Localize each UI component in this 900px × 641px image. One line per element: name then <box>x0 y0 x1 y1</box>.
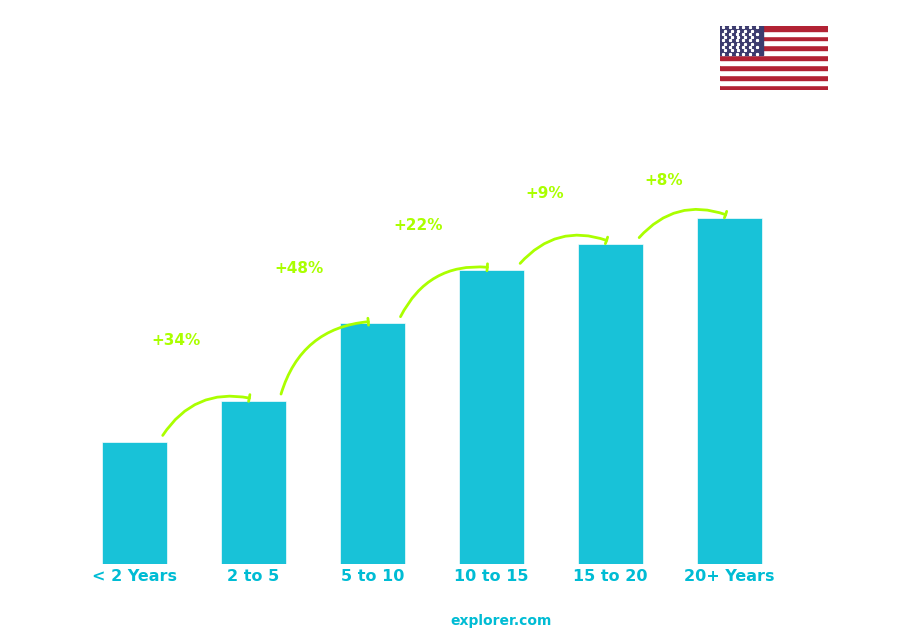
Text: +34%: +34% <box>151 333 201 347</box>
Bar <box>459 270 524 564</box>
Text: 75,900 USD: 75,900 USD <box>232 381 302 394</box>
Bar <box>720 35 828 40</box>
Text: explorer.com: explorer.com <box>450 614 552 628</box>
Bar <box>720 65 828 70</box>
Bar <box>720 75 828 80</box>
Bar <box>720 31 828 35</box>
Text: Average Yearly Salary: Average Yearly Salary <box>854 292 865 413</box>
Text: Salary Comparison By Experience: Salary Comparison By Experience <box>45 32 621 61</box>
Text: 56,800 USD: 56,800 USD <box>113 422 183 435</box>
Bar <box>720 80 828 85</box>
Text: Quality Assurance Administrator: Quality Assurance Administrator <box>45 74 338 92</box>
Bar <box>340 324 405 564</box>
Text: +9%: +9% <box>526 186 564 201</box>
Bar <box>578 244 644 564</box>
Text: +22%: +22% <box>393 218 443 233</box>
Bar <box>720 85 828 90</box>
Text: 137,000 USD: 137,000 USD <box>468 249 544 262</box>
Bar <box>720 46 828 50</box>
Text: 149,000 USD: 149,000 USD <box>590 224 666 237</box>
Bar <box>102 442 167 564</box>
Text: 161,000 USD: 161,000 USD <box>708 197 786 211</box>
Bar <box>720 26 828 31</box>
Text: 112,000 USD: 112,000 USD <box>348 303 426 316</box>
Text: salary: salary <box>408 614 450 628</box>
Bar <box>720 60 828 65</box>
Text: +48%: +48% <box>274 262 323 276</box>
Bar <box>720 26 763 55</box>
Bar <box>697 218 762 564</box>
Bar <box>720 70 828 75</box>
Text: +8%: +8% <box>644 173 683 188</box>
Bar <box>220 401 286 564</box>
Bar <box>720 55 828 60</box>
Bar <box>720 50 828 55</box>
Bar <box>720 40 828 46</box>
